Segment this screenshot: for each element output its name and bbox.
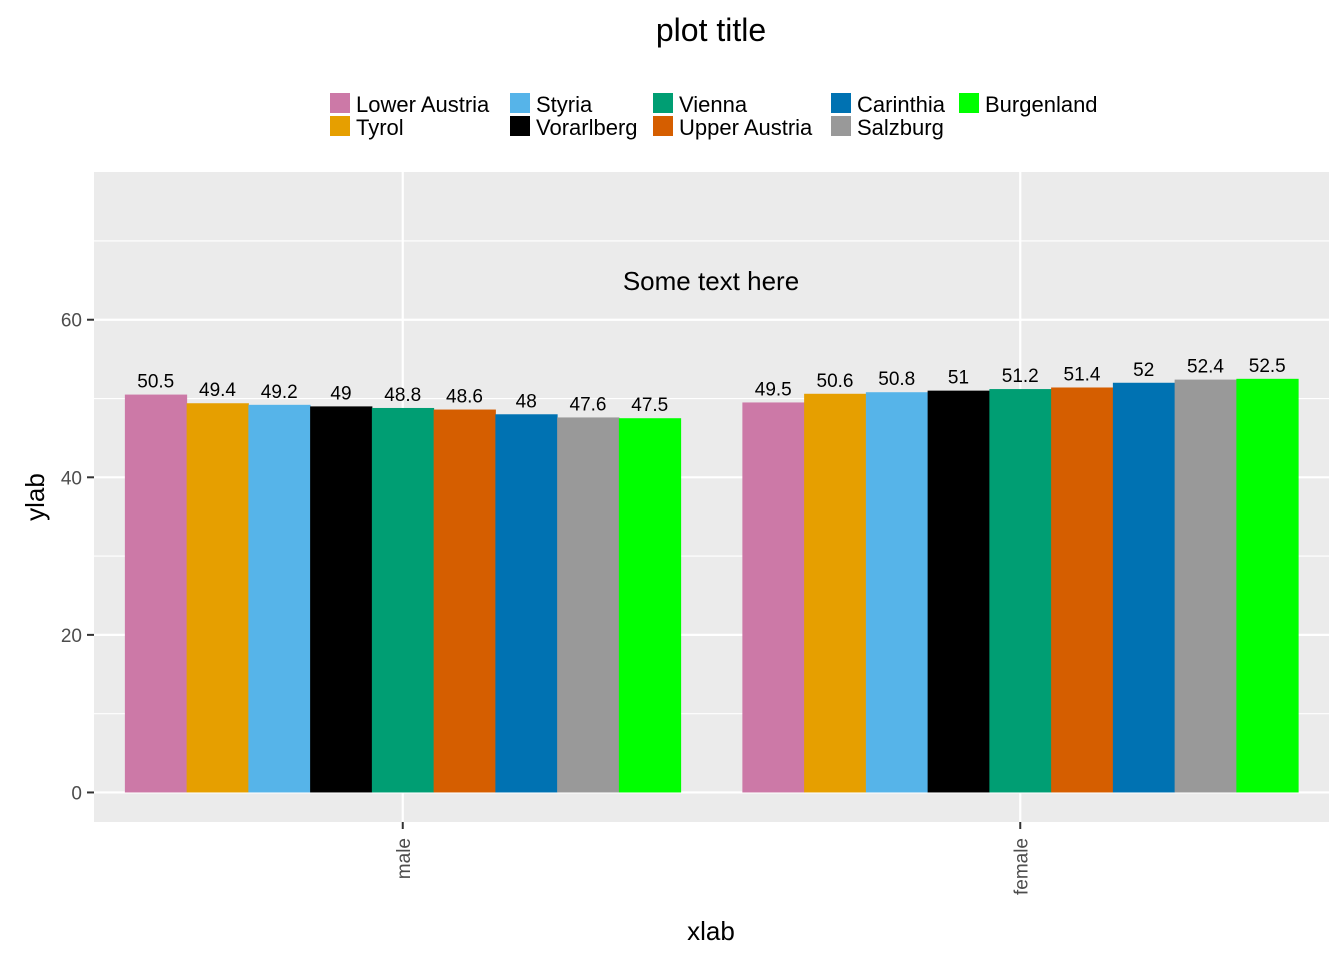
legend-key-tyrol bbox=[330, 116, 350, 136]
bar-upper-austria-female bbox=[1051, 387, 1114, 793]
annotation-text: Some text here bbox=[623, 266, 799, 296]
bar-vorarlberg-female bbox=[927, 390, 990, 793]
bar-burgenland-male bbox=[618, 418, 682, 793]
bar-carinthia-female bbox=[1112, 382, 1176, 793]
bar-label-tyrol-male: 49.4 bbox=[199, 380, 236, 401]
legend-label-vorarlberg: Vorarlberg bbox=[536, 115, 638, 140]
chart-title: plot title bbox=[656, 12, 766, 48]
legend-label-lower-austria: Lower Austria bbox=[356, 92, 490, 117]
bar-label-burgenland-female: 52.5 bbox=[1249, 356, 1286, 377]
legend-key-vienna bbox=[653, 93, 673, 113]
bar-tyrol-male bbox=[186, 403, 249, 793]
legend-key-lower-austria bbox=[330, 93, 350, 113]
y-tick-label: 0 bbox=[71, 783, 82, 804]
legend-key-carinthia bbox=[831, 93, 851, 113]
bar-styria-male bbox=[248, 404, 311, 793]
bar-vorarlberg-male bbox=[310, 406, 373, 793]
legend-label-carinthia: Carinthia bbox=[857, 92, 946, 117]
legend-key-salzburg bbox=[831, 116, 851, 136]
bar-lower-austria-female bbox=[742, 402, 805, 793]
bar-label-salzburg-female: 52.4 bbox=[1187, 357, 1224, 378]
legend-label-upper-austria: Upper Austria bbox=[679, 115, 813, 140]
bar-vienna-female bbox=[989, 389, 1052, 793]
legend-label-salzburg: Salzburg bbox=[857, 115, 944, 140]
bar-value-labels: 50.5 49.4 49.2 49 48.8 48.6 48 47.6 47.5 49.5 50.6… bbox=[137, 356, 1285, 416]
legend-label-tyrol: Tyrol bbox=[356, 115, 404, 140]
y-axis-title: ylab bbox=[20, 473, 50, 521]
bar-label-carinthia-male: 48 bbox=[516, 391, 537, 412]
bar-label-carinthia-female: 52 bbox=[1133, 360, 1154, 381]
bar-label-vorarlberg-female: 51 bbox=[948, 368, 969, 389]
bar-label-upper-austria-male: 48.6 bbox=[446, 387, 483, 408]
bar-label-lower-austria-female: 49.5 bbox=[755, 379, 792, 400]
bar-salzburg-female bbox=[1174, 379, 1237, 793]
bar-label-vorarlberg-male: 49 bbox=[330, 383, 351, 404]
y-tick-label: 40 bbox=[61, 468, 82, 489]
legend-label-burgenland: Burgenland bbox=[985, 92, 1098, 117]
bar-label-salzburg-male: 47.6 bbox=[570, 394, 607, 415]
bar-upper-austria-male bbox=[433, 409, 496, 793]
y-axis: 0 20 40 60 bbox=[61, 311, 94, 804]
y-tick-label: 60 bbox=[61, 311, 82, 332]
bar-label-vienna-male: 48.8 bbox=[384, 385, 421, 406]
legend-label-vienna: Vienna bbox=[679, 92, 748, 117]
bar-label-burgenland-male: 47.5 bbox=[631, 395, 668, 416]
bar-label-lower-austria-male: 50.5 bbox=[137, 372, 174, 393]
bar-lower-austria-male bbox=[124, 394, 188, 793]
bar-label-styria-female: 50.8 bbox=[878, 369, 915, 390]
bar-tyrol-female bbox=[804, 393, 867, 793]
y-tick-label: 20 bbox=[61, 626, 82, 647]
x-axis-title: xlab bbox=[687, 916, 735, 946]
legend-key-burgenland bbox=[959, 93, 979, 113]
bar-salzburg-male bbox=[557, 417, 620, 793]
bar-label-vienna-female: 51.2 bbox=[1002, 366, 1039, 387]
legend-key-upper-austria bbox=[653, 116, 673, 136]
legend-key-vorarlberg bbox=[510, 116, 530, 136]
bar-label-upper-austria-female: 51.4 bbox=[1064, 364, 1101, 385]
bar-burgenland-female bbox=[1236, 378, 1299, 793]
x-tick-label-female: female bbox=[1011, 838, 1032, 895]
bar-label-tyrol-female: 50.6 bbox=[817, 371, 854, 392]
x-tick-label-male: male bbox=[394, 838, 415, 879]
bar-styria-female bbox=[865, 392, 929, 793]
bar-label-styria-male: 49.2 bbox=[261, 382, 298, 403]
bar-carinthia-male bbox=[495, 414, 558, 793]
legend-key-styria bbox=[510, 93, 530, 113]
legend-label-styria: Styria bbox=[536, 92, 593, 117]
bar-vienna-male bbox=[371, 407, 435, 793]
x-axis: male female bbox=[394, 822, 1032, 895]
bars bbox=[124, 378, 1299, 793]
